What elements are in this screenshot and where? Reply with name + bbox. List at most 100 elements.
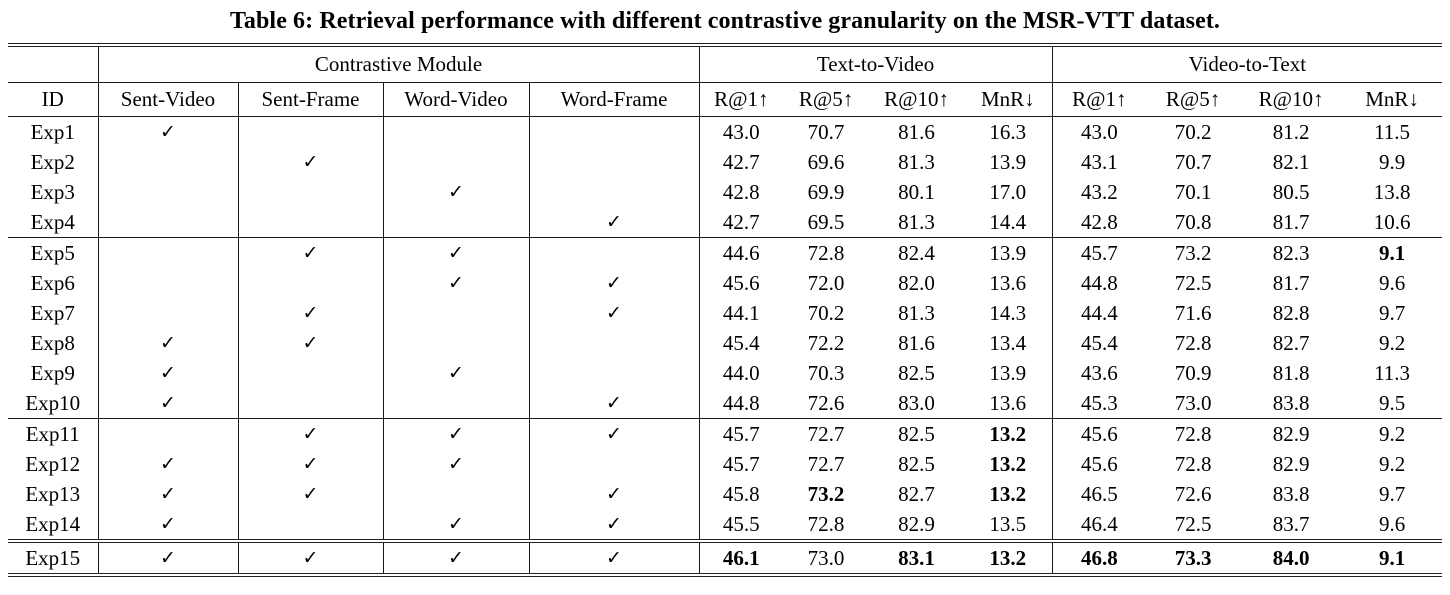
t2v-metric-value: 82.0 [898, 271, 935, 295]
t2v-metric-value: 72.8 [783, 509, 870, 543]
v2t-metric-value: 43.2 [1051, 177, 1147, 207]
v2t-metric-value: 83.7 [1240, 509, 1343, 543]
t2v-metric-value: 16.3 [989, 120, 1027, 144]
empty-check-cell [528, 358, 700, 388]
t2v-metric-value: 72.7 [807, 452, 845, 476]
empty-check-cell [237, 268, 383, 298]
empty-check-cell [382, 328, 529, 358]
empty-check-cell [382, 116, 529, 147]
empty-check-cell [237, 509, 383, 543]
t2v-metric-value: 45.7 [698, 418, 784, 449]
t2v-metric-value: 69.6 [807, 150, 845, 174]
t2v-metric-value: 81.6 [898, 331, 935, 355]
v2t-metric-value: 82.9 [1272, 422, 1310, 446]
row-id: Exp7 [30, 301, 75, 325]
t2v-metric-value: 45.7 [698, 449, 784, 479]
empty-check-cell [237, 177, 383, 207]
t2v-metric-value: 72.6 [783, 388, 870, 419]
v2t-metric-value: 83.8 [1240, 388, 1343, 419]
col-header-v2t-mnr: MnR↓ [1342, 82, 1443, 117]
checkmark-cell: ✓ [97, 358, 238, 388]
v2t-metric-value: 9.1 [1378, 241, 1406, 265]
checkmark-cell: ✓ [528, 268, 700, 298]
t2v-metric-value: 82.9 [869, 509, 965, 543]
col-header-word-video: Word-Video [382, 82, 529, 117]
table-row: Exp2 ✓ 42.7 69.6 81.3 13.9 43.1 70.7 82.1 9.9 [8, 147, 1442, 177]
row-id: Exp1 [30, 120, 75, 144]
checkmark-cell: ✓ [382, 268, 529, 298]
t2v-metric-value: 13.2 [989, 482, 1027, 506]
empty-check-cell [528, 449, 700, 479]
t2v-metric-value: 42.7 [698, 147, 784, 177]
empty-check-cell [528, 328, 700, 358]
checkmark-cell: ✓ [382, 358, 529, 388]
v2t-metric-value: 72.5 [1146, 509, 1241, 543]
col-header-t2v-r5: R@5↑ [783, 82, 870, 117]
row-id: Exp9 [30, 361, 75, 385]
table-row: Exp15 ✓ ✓ ✓ ✓ 46.1 73.0 83.1 13.2 46.8 73.3 84.0 9.1 [8, 541, 1442, 575]
t2v-metric-value: 80.1 [898, 180, 935, 204]
t2v-metric-value: 44.8 [698, 388, 784, 419]
checkmark-cell: ✓ [382, 237, 529, 268]
table-row: Exp5 ✓ ✓ 44.6 72.8 82.4 13.9 45.7 73.2 82.3 9.1 [8, 237, 1442, 268]
v2t-metric-value: 45.3 [1051, 388, 1147, 419]
t2v-metric-value: 82.5 [898, 361, 935, 385]
v2t-metric-value: 9.5 [1342, 388, 1443, 419]
checkmark-cell: ✓ [237, 418, 383, 449]
group-video-to-text: Video-to-Text [1051, 45, 1443, 83]
t2v-metric-value: 13.6 [989, 271, 1027, 295]
checkmark-cell: ✓ [97, 541, 238, 575]
v2t-metric-value: 70.2 [1174, 120, 1212, 144]
t2v-metric-value: 70.3 [807, 361, 845, 385]
empty-check-cell [97, 268, 238, 298]
table-row: Exp10 ✓ ✓ 44.8 72.6 83.0 13.6 45.3 73.0 83.8 9.5 [8, 388, 1443, 419]
t2v-metric-value: 43.0 [698, 116, 784, 147]
t2v-metric-value: 69.9 [807, 180, 845, 204]
t2v-metric-value: 13.4 [989, 331, 1027, 355]
checkmark-cell: ✓ [237, 237, 383, 268]
empty-check-cell [97, 237, 238, 268]
table-caption: Table 6: Retrieval performance with diff… [229, 8, 1221, 34]
v2t-metric-value: 70.7 [1174, 150, 1212, 174]
checkmark-cell: ✓ [237, 541, 383, 575]
v2t-metric-value: 82.7 [1272, 331, 1310, 355]
v2t-metric-value: 81.7 [1272, 271, 1310, 295]
v2t-metric-value: 73.2 [1174, 241, 1212, 265]
t2v-metric-value: 82.7 [898, 482, 935, 506]
checkmark-cell: ✓ [97, 479, 238, 509]
t2v-metric-value: 13.6 [964, 388, 1053, 419]
table-row: Exp11 ✓ ✓ ✓ 45.7 72.7 82.5 13.2 45.6 72.8 82.9 9.2 [8, 418, 1442, 449]
v2t-metric-value: 46.8 [1051, 541, 1147, 575]
checkmark-cell: ✓ [382, 418, 529, 449]
col-header-v2t-r1: R@1↑ [1051, 82, 1147, 117]
checkmark-cell: ✓ [237, 147, 383, 177]
v2t-metric-value: 82.9 [1272, 452, 1310, 476]
t2v-metric-value: 42.8 [698, 177, 784, 207]
checkmark-cell: ✓ [97, 449, 238, 479]
v2t-metric-value: 46.4 [1051, 509, 1147, 543]
t2v-metric-value: 82.4 [898, 241, 935, 265]
empty-check-cell [528, 177, 700, 207]
empty-check-cell [382, 298, 529, 328]
row-id: Exp10 [8, 388, 98, 419]
v2t-metric-value: 10.6 [1342, 207, 1443, 238]
v2t-metric-value: 82.3 [1272, 241, 1310, 265]
col-header-v2t-r5: R@5↑ [1146, 82, 1241, 117]
col-header-t2v-r1: R@1↑ [698, 82, 784, 117]
t2v-metric-value: 13.2 [989, 422, 1027, 446]
v2t-metric-value: 72.8 [1174, 331, 1212, 355]
t2v-metric-value: 44.6 [698, 237, 784, 268]
checkmark-cell: ✓ [528, 388, 700, 419]
group-contrastive-module: Contrastive Module [97, 45, 700, 83]
v2t-metric-value: 72.5 [1174, 271, 1212, 295]
checkmark-cell: ✓ [237, 298, 383, 328]
t2v-metric-value: 44.0 [698, 358, 784, 388]
table-row: Exp9 ✓ ✓ 44.0 70.3 82.5 13.9 43.6 70.9 81.8 11.3 [8, 358, 1442, 388]
t2v-metric-value: 69.5 [783, 207, 870, 238]
v2t-metric-value: 11.3 [1374, 361, 1411, 385]
checkmark-cell: ✓ [237, 328, 383, 358]
v2t-metric-value: 9.2 [1378, 422, 1406, 446]
v2t-metric-value: 42.8 [1051, 207, 1147, 238]
checkmark-cell: ✓ [528, 509, 700, 543]
col-header-t2v-r10: R@10↑ [869, 82, 965, 117]
